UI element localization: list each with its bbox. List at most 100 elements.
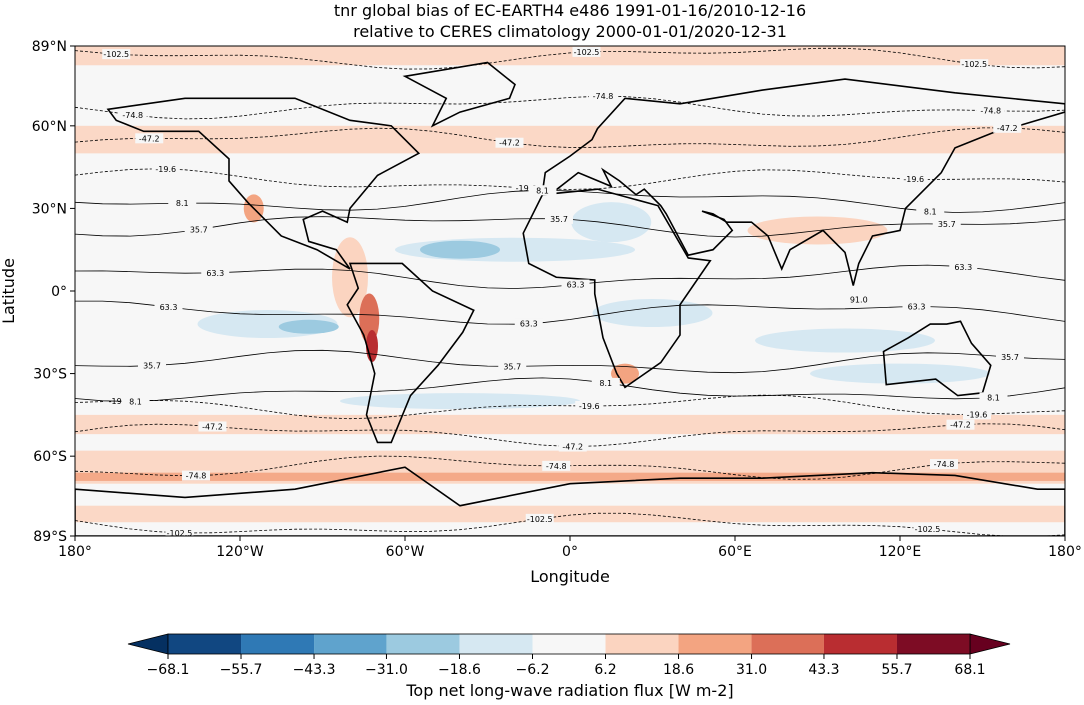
- contour-label-bg: [525, 513, 554, 524]
- contour-label: 63.3: [567, 281, 585, 290]
- contour-label-bg: [575, 400, 604, 411]
- contour-line: [75, 95, 1065, 120]
- contour-label: -47.2: [499, 139, 520, 148]
- coastline: [402, 61, 516, 128]
- y-tick-label: 30°S: [33, 367, 67, 383]
- contour-label-bg: [514, 318, 543, 329]
- contour-label: -19.6: [967, 410, 988, 419]
- colorbar-bin: [386, 634, 460, 654]
- field-blob: [359, 293, 380, 344]
- colorbar-label: Top net long-wave radiation flux [W m-2]: [405, 681, 733, 700]
- colorbar-tick-label: −6.2: [515, 662, 549, 678]
- contour-label: 63.3: [520, 320, 538, 329]
- contour-label-bg: [184, 224, 213, 235]
- contour-label-bg: [930, 459, 958, 470]
- contour-label-bg: [916, 206, 945, 217]
- contour-label-bg: [960, 59, 989, 70]
- contour-label-bg: [512, 182, 540, 193]
- field-blob: [340, 393, 580, 410]
- contour-label-bg: [165, 527, 194, 536]
- x-tick-label: 180°: [58, 544, 92, 560]
- contour-label-bg: [198, 421, 227, 432]
- contour-label-bg: [135, 133, 164, 144]
- contour-label: -74.8: [934, 460, 955, 469]
- y-tick-label: 0°: [51, 284, 67, 300]
- colorbar-tick-label: −68.1: [147, 662, 190, 678]
- contour-label-bg: [201, 267, 230, 278]
- contour-label: 8.1: [176, 199, 189, 208]
- colorbar-bin: [532, 634, 606, 654]
- contour-line: [75, 47, 1065, 70]
- colorbar-tick-label: 68.1: [954, 662, 985, 678]
- field-band: [75, 414, 1065, 435]
- field-band: [75, 125, 1065, 154]
- colorbar-tick-label: 18.6: [663, 662, 694, 678]
- colorbar-bin: [605, 634, 679, 654]
- field-band: [75, 46, 1065, 66]
- contour-label-bg: [976, 105, 1005, 116]
- contour-label-bg: [932, 219, 961, 230]
- contour-label-bg: [138, 360, 166, 371]
- contour-label-bg: [151, 163, 180, 174]
- colorbar-bin: [168, 634, 242, 654]
- contour-label: -102.5: [527, 515, 553, 524]
- contour-label-bg: [545, 213, 573, 224]
- colorbar-tick-label: −43.3: [293, 662, 336, 678]
- contour-label: 63.3: [954, 263, 972, 272]
- contour-line: [75, 394, 1065, 420]
- coastline: [106, 97, 421, 270]
- contour-label: -102.5: [167, 529, 193, 538]
- contour-label-bg: [561, 279, 590, 290]
- contour-line: [75, 127, 1065, 148]
- contour-label: -74.8: [186, 472, 207, 481]
- contour-label: -102.5: [915, 525, 941, 534]
- colorbar-bin: [823, 634, 897, 654]
- colorbar-bin: [459, 634, 533, 654]
- colorbar-tick-label: 31.0: [736, 662, 767, 678]
- contour-label: 35.7: [550, 215, 568, 224]
- contour-label-bg: [182, 470, 210, 481]
- colorbar-bin: [314, 634, 387, 654]
- contour-label: -47.2: [139, 134, 160, 143]
- coastline: [346, 262, 475, 444]
- contour-label-bg: [528, 185, 557, 196]
- contour-label: -102.5: [574, 48, 600, 57]
- contour-label: 8.1: [129, 397, 142, 406]
- field-blob: [755, 328, 935, 353]
- contour-label-bg: [589, 91, 617, 102]
- title-line: tnr global bias of EC-EARTH4 e486 1991-0…: [334, 1, 806, 20]
- contour-label: 35.7: [938, 220, 956, 229]
- contour-line: [75, 377, 1065, 402]
- y-axis-label: Latitude: [0, 258, 18, 324]
- contour-label: 8.1: [599, 379, 612, 388]
- contour-label-bg: [558, 441, 587, 452]
- contour-label: 35.7: [1001, 353, 1019, 362]
- map-layer: -102.5 -102.5 -102.5 -102.5 -102.5 -102.5 -74.…: [75, 46, 1065, 538]
- contour-label: -19.6: [903, 175, 924, 184]
- contour-label-bg: [963, 409, 991, 420]
- x-axis-label: Longitude: [530, 567, 610, 586]
- title-line: relative to CERES climatology 2000-01-01…: [353, 22, 787, 41]
- x-tick-label: 60°E: [718, 544, 752, 560]
- field-blob: [571, 202, 652, 243]
- y-tick-label: 60°N: [32, 119, 67, 135]
- field-blob: [810, 363, 990, 384]
- y-tick-label: 89°S: [33, 529, 67, 545]
- coastline: [522, 188, 712, 389]
- contour-label-bg: [591, 377, 620, 388]
- contour-label-bg: [844, 294, 873, 305]
- contour-label-bg: [102, 49, 131, 60]
- contour-label: -47.2: [202, 423, 223, 432]
- colorbar-extend-high: [969, 633, 1011, 655]
- colorbar-bin: [751, 634, 824, 654]
- colorbar-tick-label: −55.7: [220, 662, 263, 678]
- colorbar-tick-label: −31.0: [365, 662, 408, 678]
- field-blob: [592, 299, 713, 328]
- y-tick-label: 60°S: [33, 449, 67, 465]
- contour-label: 35.7: [143, 362, 161, 371]
- colorbar-tick-label: 55.7: [881, 662, 912, 678]
- coastline: [541, 78, 1065, 286]
- contour-label-bg: [168, 198, 197, 209]
